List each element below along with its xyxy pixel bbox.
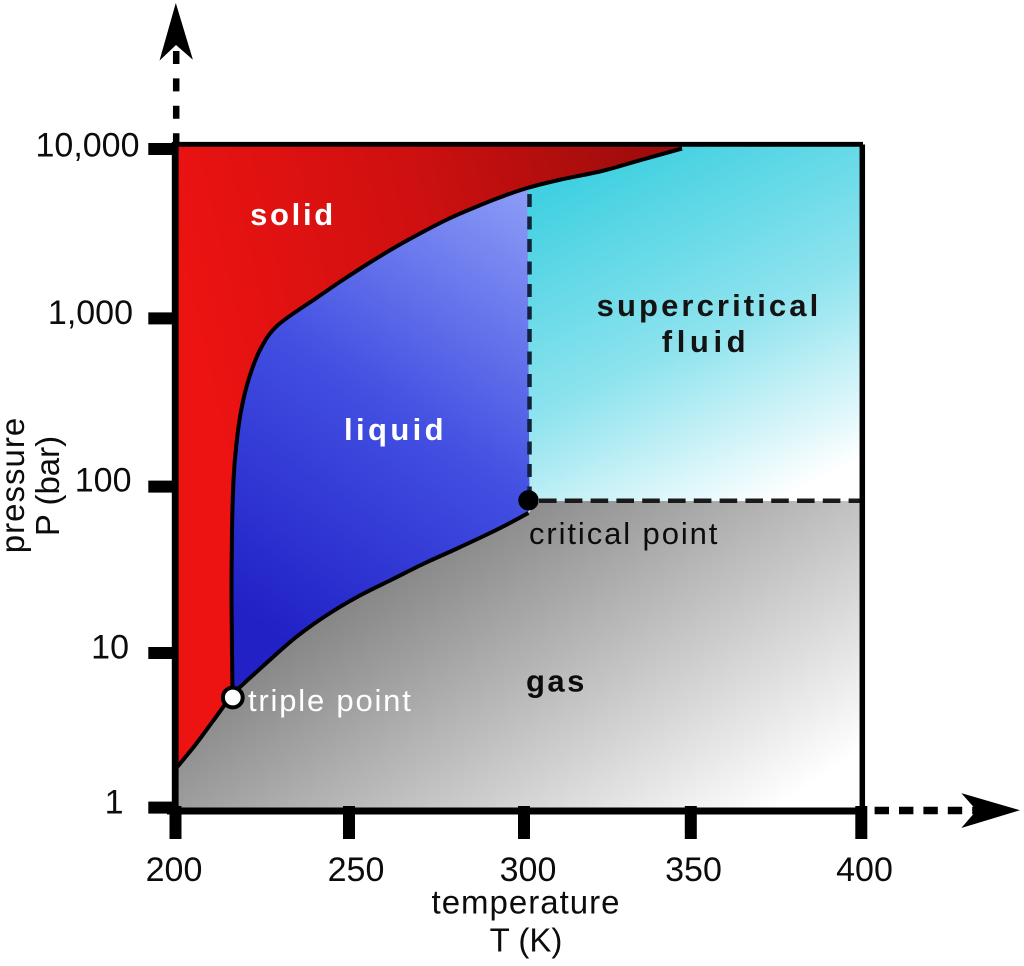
svg-text:supercritical: supercritical xyxy=(597,288,822,323)
svg-text:triple point: triple point xyxy=(248,683,413,718)
svg-text:fluid: fluid xyxy=(662,324,750,359)
svg-text:solid: solid xyxy=(250,197,336,232)
svg-text:10,000: 10,000 xyxy=(36,126,140,164)
svg-text:T (K): T (K) xyxy=(490,922,563,959)
svg-text:liquid: liquid xyxy=(344,412,447,447)
svg-text:1: 1 xyxy=(105,784,124,822)
svg-text:P (bar): P (bar) xyxy=(29,436,66,536)
svg-text:100: 100 xyxy=(75,461,132,499)
svg-text:250: 250 xyxy=(328,851,385,889)
svg-text:pressure: pressure xyxy=(0,417,31,553)
svg-text:critical point: critical point xyxy=(529,516,719,551)
svg-text:1,000: 1,000 xyxy=(48,294,133,332)
svg-text:temperature: temperature xyxy=(432,884,621,921)
svg-text:400: 400 xyxy=(836,851,893,889)
svg-text:200: 200 xyxy=(146,851,203,889)
svg-text:gas: gas xyxy=(526,664,587,699)
svg-text:10: 10 xyxy=(91,629,129,667)
svg-text:300: 300 xyxy=(500,851,557,889)
svg-text:350: 350 xyxy=(665,851,722,889)
